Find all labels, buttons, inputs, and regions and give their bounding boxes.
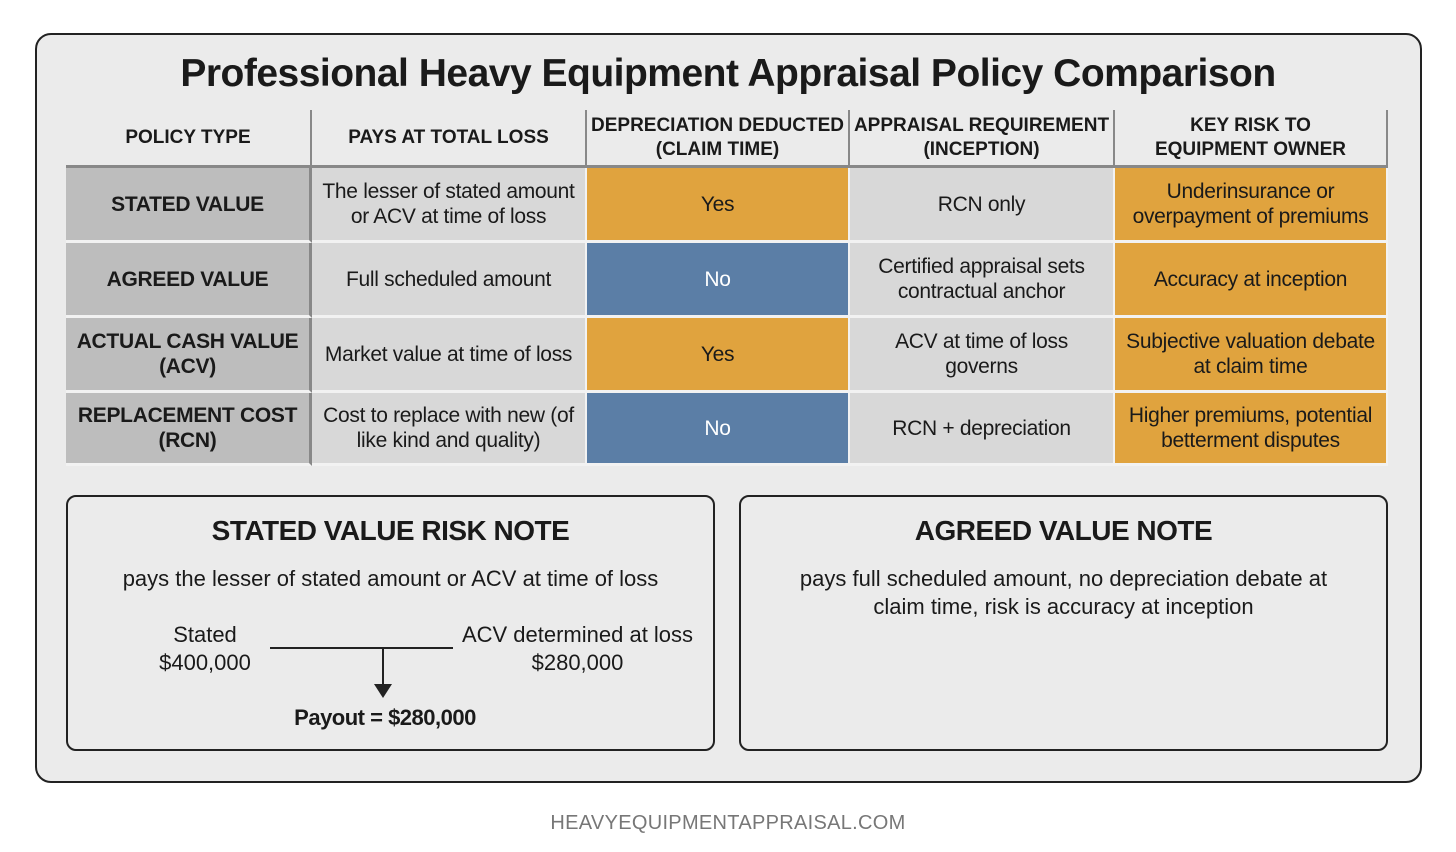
acv-amount: ACV determined at loss $280,000 (455, 621, 700, 677)
cell-pays: The lesser of stated amount or ACV at ti… (312, 168, 587, 243)
stated-label: Stated (173, 622, 237, 647)
cell-depreciation: No (587, 393, 850, 466)
payout-arrow-icon (270, 647, 453, 698)
cell-appraisal: RCN only (850, 168, 1115, 243)
column-header: POLICY TYPE (66, 110, 312, 168)
payout-result: Payout = $280,000 (294, 705, 476, 730)
cell-pays: Market value at time of loss (312, 318, 587, 393)
note-text: pays the lesser of stated amount or ACV … (122, 566, 659, 591)
cell-appraisal: RCN + depreciation (850, 393, 1115, 466)
note-title: STATED VALUE RISK NOTE (211, 515, 570, 546)
footer-website: HEAVYEQUIPMENTAPPRAISAL.COM (550, 812, 906, 834)
cell-pays: Cost to replace with new (of like kind a… (312, 393, 587, 466)
note-text: pays full scheduled amount, no depreciat… (799, 566, 1328, 619)
cell-risk: Underinsurance or overpayment of premium… (1115, 168, 1388, 243)
column-header: DEPRECIATION DEDUCTED (CLAIM TIME) (587, 110, 850, 168)
cell-risk: Higher premiums, potential betterment di… (1115, 393, 1388, 466)
cell-pays: Full scheduled amount (312, 243, 587, 318)
cell-appraisal: ACV at time of loss governs (850, 318, 1115, 393)
page-title: Professional Heavy Equipment Appraisal P… (180, 52, 1276, 95)
agreed-value-note: AGREED VALUE NOTE pays full scheduled am… (739, 495, 1388, 751)
acv-label: ACV determined at loss (461, 622, 694, 647)
cell-policy: REPLACEMENT COST (RCN) (66, 393, 312, 466)
stated-value: $400,000 (159, 650, 251, 675)
column-header: APPRAISAL REQUIREMENT (INCEPTION) (850, 110, 1115, 168)
stated-value-note: STATED VALUE RISK NOTE pays the lesser o… (66, 495, 715, 751)
cell-risk: Accuracy at inception (1115, 243, 1388, 318)
stated-amount: Stated $400,000 (140, 621, 270, 677)
cell-depreciation: Yes (587, 318, 850, 393)
acv-value: $280,000 (531, 650, 624, 675)
cell-appraisal: Certified appraisal sets contractual anc… (850, 243, 1115, 318)
cell-policy: STATED VALUE (66, 168, 312, 243)
note-title: AGREED VALUE NOTE (914, 515, 1213, 546)
cell-policy: AGREED VALUE (66, 243, 312, 318)
column-header: KEY RISK TO EQUIPMENT OWNER (1115, 110, 1388, 168)
column-header: PAYS AT TOTAL LOSS (312, 110, 587, 168)
cell-policy: ACTUAL CASH VALUE (ACV) (66, 318, 312, 393)
comparison-table: POLICY TYPE PAYS AT TOTAL LOSS DEPRECIATIO… (66, 110, 1388, 466)
cell-risk: Subjective valuation debate at claim tim… (1115, 318, 1388, 393)
cell-depreciation: No (587, 243, 850, 318)
cell-depreciation: Yes (587, 168, 850, 243)
